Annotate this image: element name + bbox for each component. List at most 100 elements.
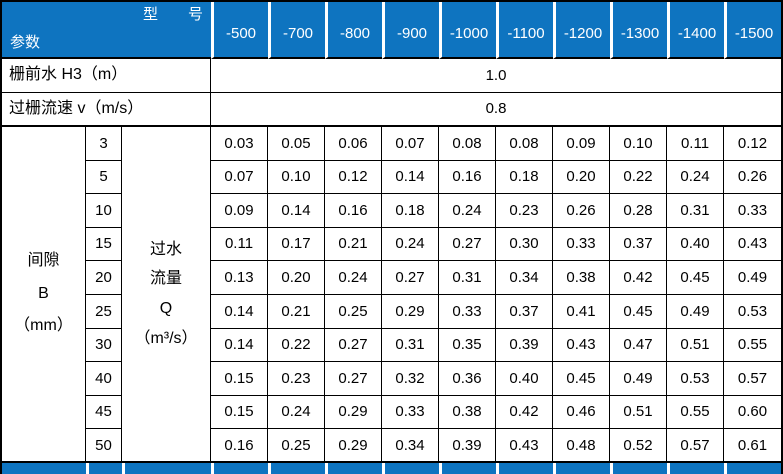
gap-header-line-0: 间隙 — [27, 251, 60, 269]
flow-value-cell: 0.42 — [496, 395, 553, 430]
flow-value-cell: 0.24 — [268, 395, 325, 430]
gap-value-cell: 20 — [86, 261, 122, 295]
flow-value-cell: 0.27 — [382, 261, 439, 295]
flow-value-cell: 0.51 — [667, 328, 724, 363]
next-table-header-bar-segment — [724, 462, 781, 474]
flow-value-cell: 0.18 — [496, 160, 553, 195]
flow-value-cell: 0.42 — [610, 261, 667, 295]
flow-value-cell: 0.24 — [325, 261, 382, 295]
next-table-header-bar-segment — [268, 462, 325, 474]
flow-value-cell: 0.53 — [724, 295, 781, 329]
flow-value-cell: 0.49 — [610, 362, 667, 396]
flow-value-cell: 0.26 — [724, 161, 781, 195]
flow-value-cell: 0.55 — [724, 329, 781, 363]
flow-value-cell: 0.21 — [325, 227, 382, 262]
column-header-1400: -1400 — [667, 2, 724, 59]
next-table-header-bar-segment — [382, 462, 439, 474]
flow-header-line-3: （m³/s） — [134, 329, 198, 347]
flow-value-cell: 0.12 — [325, 160, 382, 195]
flow-value-cell: 0.33 — [382, 395, 439, 430]
gap-value-cell: 45 — [86, 395, 122, 430]
column-header-900: -900 — [382, 2, 439, 59]
gap-header-line-1: B — [38, 284, 49, 302]
flow-value-cell: 0.37 — [610, 227, 667, 262]
flow-value-cell: 0.25 — [268, 429, 325, 463]
column-header-1300: -1300 — [610, 2, 667, 59]
flow-value-cell: 0.37 — [496, 294, 553, 329]
flow-value-cell: 0.07 — [382, 127, 439, 161]
flow-value-cell: 0.38 — [439, 395, 496, 430]
next-table-header-bar-segment — [122, 462, 211, 474]
column-header-700: -700 — [268, 2, 325, 59]
flow-value-cell: 0.24 — [439, 194, 496, 228]
flow-value-cell: 0.12 — [724, 127, 781, 161]
flow-value-cell: 0.39 — [496, 328, 553, 363]
flow-value-cell: 0.39 — [439, 429, 496, 463]
flow-value-cell: 0.45 — [553, 362, 610, 396]
flow-value-cell: 0.07 — [211, 160, 268, 195]
next-table-header-bar-segment — [439, 462, 496, 474]
flow-value-cell: 0.10 — [268, 160, 325, 195]
flow-value-cell: 0.40 — [496, 362, 553, 396]
next-table-header-bar-segment — [2, 462, 86, 474]
flow-value-cell: 0.46 — [553, 395, 610, 430]
flow-value-cell: 0.23 — [268, 362, 325, 396]
gap-value-cell: 25 — [86, 294, 122, 329]
flow-value-cell: 0.08 — [496, 127, 553, 161]
flow-value-cell: 0.22 — [610, 160, 667, 195]
flow-value-cell: 0.25 — [325, 294, 382, 329]
flow-value-cell: 0.43 — [496, 429, 553, 463]
column-header-1000: -1000 — [439, 2, 496, 59]
flow-value-cell: 0.47 — [610, 328, 667, 363]
flow-value-cell: 0.15 — [211, 395, 268, 430]
flow-value-cell: 0.09 — [211, 194, 268, 228]
row-velocity-value: 0.8 — [211, 93, 781, 127]
flow-value-cell: 0.16 — [325, 194, 382, 228]
flow-value-cell: 0.48 — [553, 429, 610, 463]
flow-header-line-0: 过水 — [149, 240, 182, 258]
flow-value-cell: 0.09 — [553, 127, 610, 161]
flow-value-cell: 0.45 — [610, 294, 667, 329]
next-table-header-bar-segment — [211, 462, 268, 474]
flow-value-cell: 0.34 — [382, 429, 439, 463]
gap-value-cell: 10 — [86, 194, 122, 228]
next-table-header-bar-segment — [667, 462, 724, 474]
flow-value-cell: 0.14 — [382, 160, 439, 195]
flow-value-cell: 0.13 — [211, 261, 268, 295]
flow-value-cell: 0.27 — [325, 328, 382, 363]
flow-value-cell: 0.32 — [382, 362, 439, 396]
flow-value-cell: 0.28 — [610, 194, 667, 228]
flow-value-cell: 0.27 — [325, 362, 382, 396]
flow-value-cell: 0.33 — [724, 194, 781, 228]
param-axis-label: 参数 — [10, 33, 41, 51]
flow-value-cell: 0.35 — [439, 328, 496, 363]
flow-value-cell: 0.34 — [496, 261, 553, 295]
flow-value-cell: 0.49 — [667, 294, 724, 329]
flow-value-cell: 0.40 — [667, 227, 724, 262]
flow-value-cell: 0.17 — [268, 227, 325, 262]
gap-value-cell: 15 — [86, 227, 122, 262]
flow-value-cell: 0.55 — [667, 395, 724, 430]
next-table-header-bar-segment — [496, 462, 553, 474]
next-table-header-bar-segment — [553, 462, 610, 474]
flow-value-cell: 0.11 — [211, 227, 268, 262]
flow-value-cell: 0.08 — [439, 127, 496, 161]
next-table-header-bar-segment — [325, 462, 382, 474]
flow-value-cell: 0.27 — [439, 227, 496, 262]
flow-value-cell: 0.24 — [667, 160, 724, 195]
gap-value-cell: 30 — [86, 328, 122, 363]
flow-value-cell: 0.57 — [667, 429, 724, 463]
gap-value-cell: 3 — [86, 127, 122, 161]
flow-value-cell: 0.49 — [724, 261, 781, 295]
flow-value-cell: 0.51 — [610, 395, 667, 430]
flow-value-cell: 0.61 — [724, 429, 781, 463]
flow-value-cell: 0.43 — [724, 228, 781, 262]
column-header-500: -500 — [211, 2, 268, 59]
flow-value-cell: 0.43 — [553, 328, 610, 363]
flow-value-cell: 0.11 — [667, 127, 724, 161]
flow-column-header: 过水 流量 Q （m³/s） — [122, 127, 211, 463]
gap-value-cell: 50 — [86, 429, 122, 463]
flow-value-cell: 0.45 — [667, 261, 724, 295]
flow-value-cell: 0.38 — [553, 261, 610, 295]
flow-value-cell: 0.30 — [496, 227, 553, 262]
